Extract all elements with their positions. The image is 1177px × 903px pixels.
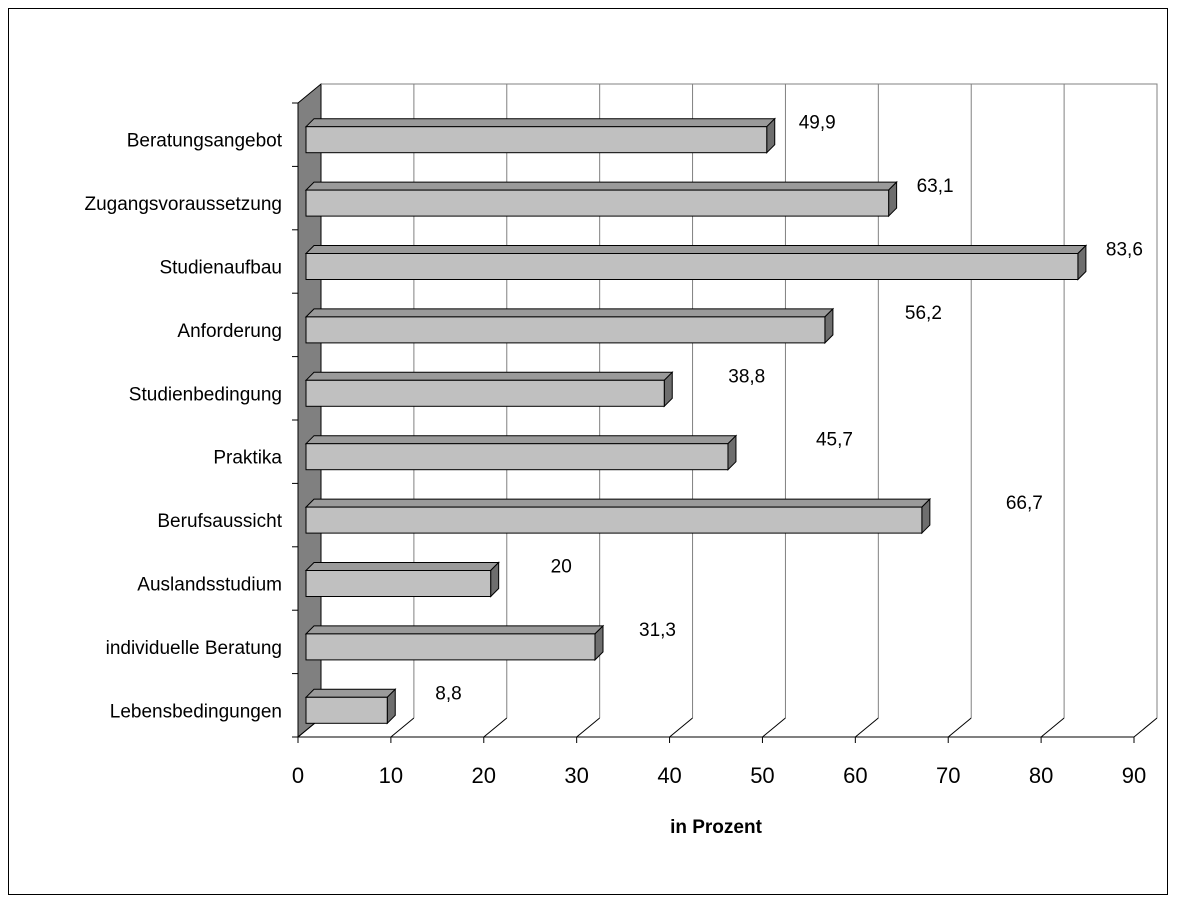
labels-layer: 0 10 20 30 40 50 60 70 80 90 Beratungsangebot 49,9 Z… bbox=[84, 113, 1146, 788]
x-tick-label: 30 bbox=[564, 763, 588, 788]
value-label: 38,8 bbox=[728, 366, 765, 387]
x-tick-label: 10 bbox=[379, 763, 403, 788]
x-tick-label: 60 bbox=[843, 763, 867, 788]
x-tick-label: 80 bbox=[1029, 763, 1053, 788]
bar-top-face bbox=[304, 118, 776, 128]
value-label: 31,3 bbox=[639, 620, 676, 641]
category-label: Anforderung bbox=[177, 321, 282, 342]
value-label: 8,8 bbox=[435, 683, 461, 704]
category-label: Auslandsstudium bbox=[137, 575, 282, 596]
bar-top-face bbox=[304, 308, 835, 318]
bar bbox=[305, 379, 665, 407]
bar-top-face bbox=[304, 245, 1088, 254]
bar bbox=[305, 443, 729, 471]
bar bbox=[305, 570, 492, 597]
x-tick-label: 50 bbox=[750, 763, 774, 788]
bar-top-face bbox=[304, 435, 738, 445]
value-label: 45,7 bbox=[816, 430, 853, 451]
x-tick-label: 20 bbox=[472, 763, 496, 788]
floor-line bbox=[762, 717, 786, 738]
category-label: Beratungsangebot bbox=[127, 131, 283, 152]
value-label: 66,7 bbox=[1006, 493, 1043, 514]
bar-top-face bbox=[304, 688, 397, 698]
value-label: 83,6 bbox=[1106, 240, 1143, 261]
bar bbox=[305, 126, 768, 154]
category-label: Lebensbedingungen bbox=[110, 701, 282, 722]
bar-top-face bbox=[304, 625, 605, 635]
x-tick-label: 0 bbox=[292, 763, 304, 788]
category-label: Studienbedingung bbox=[129, 384, 282, 405]
category-label: individuelle Beratung bbox=[106, 638, 282, 659]
category-label: Berufsaussicht bbox=[157, 511, 282, 532]
bar-top-face bbox=[304, 562, 500, 571]
bar bbox=[305, 506, 923, 534]
floor-line bbox=[855, 717, 879, 738]
value-label: 56,2 bbox=[905, 303, 942, 324]
x-tick-label: 40 bbox=[657, 763, 681, 788]
bar bbox=[305, 253, 1079, 280]
bars-layer bbox=[304, 117, 1088, 725]
category-label: Praktika bbox=[213, 448, 282, 469]
bar-top-face bbox=[304, 181, 898, 191]
bar bbox=[305, 316, 826, 344]
x-tick-label: 90 bbox=[1122, 763, 1146, 788]
floor-line bbox=[390, 717, 415, 738]
bar bbox=[305, 189, 890, 217]
category-label: Studienaufbau bbox=[159, 258, 282, 279]
bar-top-face bbox=[304, 371, 674, 381]
value-label: 49,9 bbox=[799, 113, 836, 134]
value-label: 20 bbox=[551, 557, 572, 578]
floor-line bbox=[483, 717, 508, 738]
x-axis-title: in Prozent bbox=[670, 817, 763, 838]
bar bbox=[305, 633, 596, 661]
floor-line bbox=[1133, 717, 1158, 738]
floor-line bbox=[576, 717, 600, 738]
bar bbox=[305, 696, 388, 724]
x-tick-label: 70 bbox=[936, 763, 960, 788]
value-label: 63,1 bbox=[917, 176, 954, 197]
floor-line bbox=[669, 717, 693, 738]
floor-line bbox=[1040, 717, 1065, 738]
bar-top-face bbox=[304, 498, 932, 508]
category-label: Zugangsvoraussetzung bbox=[84, 194, 282, 215]
floor-line bbox=[947, 717, 972, 738]
